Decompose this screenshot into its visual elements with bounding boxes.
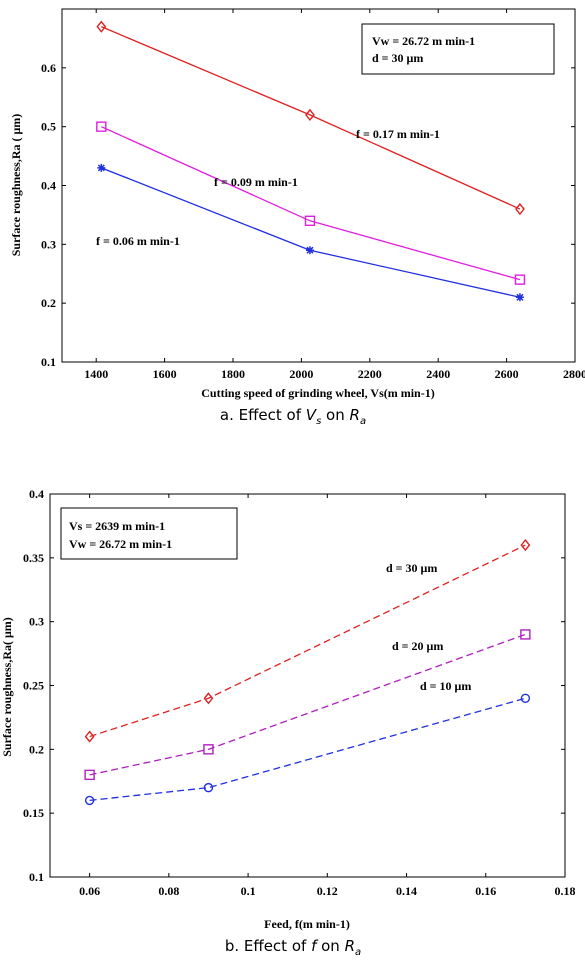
chart-a-x-tick-label: 1400 (84, 367, 108, 381)
chart-a: 1400 1600 1800 2000 2200 2400 2600 2800 0.10.20… (9, 8, 585, 427)
chart-b-y-tick-label: 0.25 (23, 679, 44, 693)
chart-a-x-tick-label: 2200 (358, 367, 382, 381)
chart-a-series-0-point (96, 20, 107, 33)
chart-a-x-tick-label: 2400 (426, 367, 450, 381)
chart-a-caption: a. Effect of Vs on Ra (220, 406, 366, 427)
chart-a-x-tick-label: 2000 (289, 367, 313, 381)
chart-b: 0.06 0.08 0.1 0.12 0.14 0.16 0.18 0.10.150.20.… (0, 487, 576, 958)
chart-b-y-ticks: 0.1 0.15 0.2 0.25 0.3 0.35 0.4 (23, 487, 565, 884)
chart-b-series-0-point (203, 692, 214, 705)
chart-a-x-tick-label: 1800 (221, 367, 245, 381)
chart-b-series-line-0 (89, 544, 526, 738)
chart-b-x-tick-label: 0.12 (317, 884, 338, 898)
chart-b-series-label-d20: d = 20 μm (392, 639, 443, 653)
chart-b-series (84, 538, 531, 806)
chart-a-info-line-1: Vw = 26.72 m min-1 (372, 34, 475, 48)
chart-b-caption: b. Effect of f on Ra (225, 937, 361, 958)
chart-b-y-tick-label: 0.2 (29, 742, 44, 756)
chart-a-y-tick-label: 0.4 (41, 179, 56, 193)
chart-a-info-box (361, 23, 555, 75)
chart-a-y-axis-label: Surface roughness,Ra ( μm) (9, 114, 23, 257)
chart-a-y-ticks: 0.1 0.2 0.3 0.4 0.5 0.6 (41, 61, 575, 369)
chart-b-series-1-point (520, 629, 531, 640)
chart-b-x-tick-label: 0.18 (555, 884, 576, 898)
chart-a-x-ticks: 1400 1600 1800 2000 2200 2400 2600 2800 (84, 9, 585, 381)
chart-b-x-tick-label: 0.1 (241, 884, 256, 898)
chart-a-series-1-point (514, 274, 526, 285)
chart-b-y-tick-label: 0.4 (29, 487, 44, 501)
chart-a-info-line-2: d = 30 μm (372, 51, 423, 65)
chart-b-y-tick-label: 0.1 (29, 870, 44, 884)
chart-a-series-line-1 (101, 126, 521, 281)
chart-a-series-2-point (97, 163, 106, 172)
chart-a-y-tick-label: 0.6 (41, 61, 56, 75)
chart-a-series-0-point (305, 108, 315, 122)
chart-b-info-line-1: Vs = 2639 m min-1 (69, 519, 165, 533)
chart-a-series-label-f017: f = 0.17 m min-1 (356, 127, 440, 141)
chart-a-series-label-f006: f = 0.06 m min-1 (96, 234, 180, 248)
chart-a-x-tick-label: 1600 (153, 367, 177, 381)
chart-a-x-tick-label: 2600 (495, 367, 519, 381)
chart-b-series-label-d10: d = 10 μm (420, 679, 471, 693)
chart-a-series-2-point (515, 293, 524, 302)
chart-b-series-2-point (203, 782, 214, 793)
chart-a-series-2-point (305, 246, 314, 255)
chart-a-series (96, 20, 526, 302)
chart-b-y-tick-label: 0.35 (23, 551, 44, 565)
chart-b-series-line-2 (89, 697, 526, 802)
chart-b-series-0-point (520, 538, 531, 552)
chart-b-y-tick-label: 0.3 (29, 615, 44, 629)
chart-b-series-1-point (203, 744, 214, 755)
chart-b-series-2-point (84, 795, 95, 806)
chart-a-x-tick-label: 2800 (563, 367, 585, 381)
chart-b-x-tick-label: 0.14 (396, 884, 417, 898)
chart-a-series-0-point (515, 202, 525, 216)
chart-a-series-1-point (304, 215, 316, 227)
chart-a-series-line-0 (101, 26, 521, 210)
chart-b-series-0-point (84, 730, 95, 743)
chart-a-series-label-f009: f = 0.09 m min-1 (214, 175, 298, 189)
chart-b-info-box (60, 507, 238, 560)
chart-a-y-tick-label: 0.1 (41, 355, 56, 369)
chart-a-y-tick-label: 0.3 (41, 237, 56, 251)
chart-a-series-1-point (96, 121, 107, 132)
chart-b-series-1-point (84, 769, 95, 781)
chart-b-y-axis-label: Surface roughness,Ra( μm) (0, 617, 14, 757)
chart-b-x-tick-label: 0.16 (475, 884, 496, 898)
chart-b-x-tick-label: 0.08 (158, 884, 179, 898)
chart-b-info-line-2: Vw = 26.72 m min-1 (69, 537, 172, 551)
chart-b-x-axis-label: Feed, f(m min-1) (264, 917, 350, 931)
chart-b-x-ticks: 0.06 0.08 0.1 0.12 0.14 0.16 0.18 (79, 494, 576, 898)
chart-b-y-tick-label: 0.15 (23, 806, 44, 820)
chart-b-series-line-1 (89, 633, 526, 776)
chart-a-x-axis-label: Cutting speed of grinding wheel, Vs(m mi… (201, 386, 434, 400)
chart-b-x-tick-label: 0.06 (79, 884, 100, 898)
chart-a-y-tick-label: 0.2 (41, 296, 56, 310)
chart-b-series-2-point (520, 693, 531, 703)
chart-a-y-tick-label: 0.5 (41, 120, 56, 134)
chart-b-series-label-d30: d = 30 μm (386, 561, 437, 575)
